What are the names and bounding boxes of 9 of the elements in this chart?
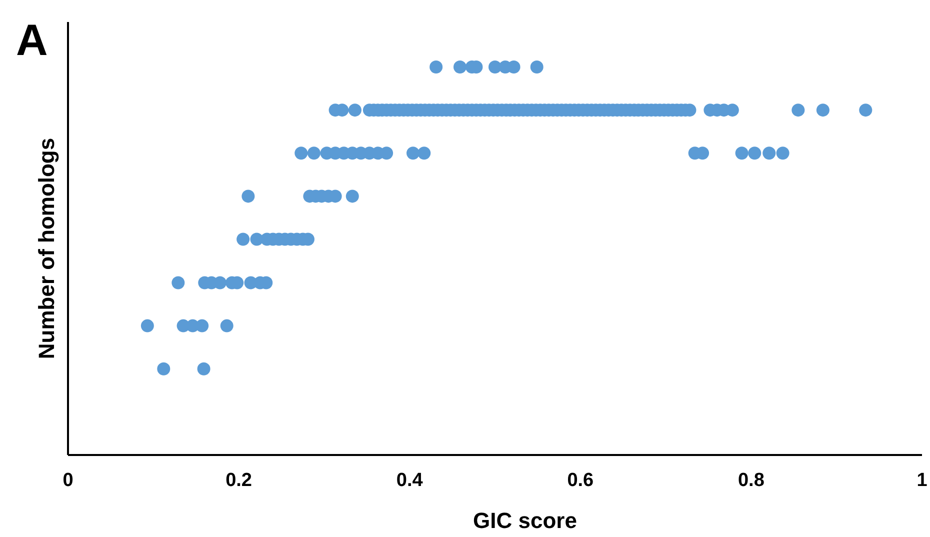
x-axis-title: GIC score (473, 508, 577, 533)
x-tick-label: 0.6 (567, 470, 594, 491)
x-tick-label: 0.2 (226, 470, 252, 491)
x-tick-label: 0.4 (396, 470, 424, 491)
x-tick-label: 1 (916, 470, 928, 491)
y-axis-title: Number of homologs (34, 138, 59, 360)
x-tick-label: 0.8 (738, 470, 764, 491)
chart-title: A (16, 16, 48, 65)
x-tick-label: 0 (62, 470, 74, 491)
